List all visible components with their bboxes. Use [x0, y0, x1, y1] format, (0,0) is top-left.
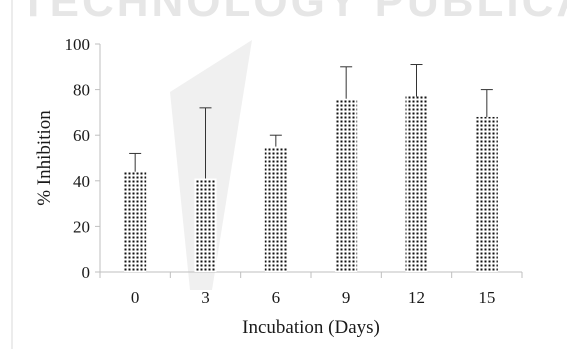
y-tick-label: 80 — [73, 81, 90, 100]
y-tick-label: 20 — [73, 217, 90, 236]
bar — [124, 171, 147, 272]
x-tick-label: 0 — [131, 288, 140, 307]
x-tick-label: 9 — [342, 288, 351, 307]
error-bars — [129, 64, 493, 179]
bar — [194, 178, 217, 272]
watermark-swoosh — [170, 40, 252, 290]
bar — [405, 96, 428, 272]
bar — [475, 116, 498, 273]
bar — [335, 98, 358, 272]
x-axis-title: Incubation (Days) — [242, 317, 380, 338]
bar — [264, 146, 287, 272]
y-axis-title: % Inhibition — [34, 110, 55, 206]
x-tick-label: 15 — [478, 288, 495, 307]
x-tick-label: 6 — [272, 288, 281, 307]
axes — [95, 43, 523, 278]
watermark-text: SCIENCE AND TECHNOLOGY PUBLICATIONS — [0, 0, 567, 26]
labels: 0 20 40 60 80 100 0 3 6 9 12 15 Incubation (Days) % I… — [34, 35, 495, 338]
y-tick-label: 60 — [73, 126, 90, 145]
y-tick-label: 0 — [82, 263, 91, 282]
x-tick-label: 12 — [408, 288, 425, 307]
y-tick-label: 100 — [65, 35, 91, 54]
y-tick-label: 40 — [73, 172, 90, 191]
bars — [124, 96, 498, 273]
x-tick-label: 3 — [201, 288, 210, 307]
